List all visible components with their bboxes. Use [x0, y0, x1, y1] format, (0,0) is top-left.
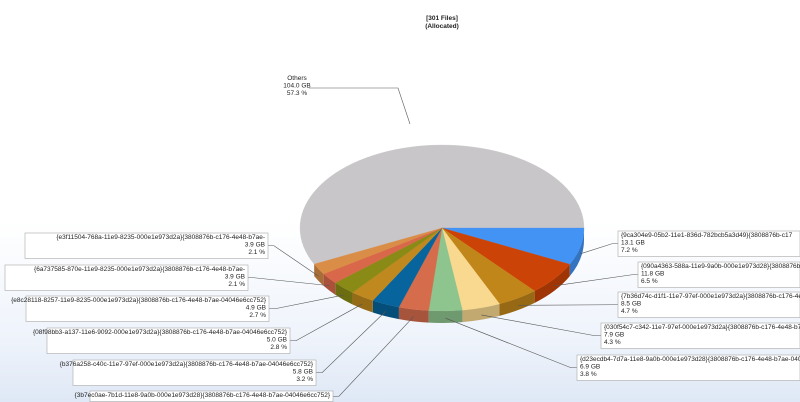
- pie-slice-side-9: [335, 282, 353, 305]
- slice-label-text: 3.9 GB: [225, 274, 245, 281]
- leader-line-3: [517, 304, 618, 306]
- slice-label-text: 4.7 %: [621, 308, 638, 315]
- slice-label-text: 7.2 %: [621, 247, 638, 254]
- slice-label-8: {08f98bb3-a137-11e6-9092-000e1e973d2a}{3…: [33, 327, 291, 354]
- pie-sides: [314, 228, 584, 323]
- slice-label-text: 6.5 %: [641, 278, 658, 285]
- slice-label-box: [24, 232, 269, 259]
- slice-label-text: 5.0 GB: [267, 337, 287, 344]
- slice-label-text: {e3f11504-768a-11e9-8235-000e1e973d2a}{3…: [56, 234, 265, 241]
- slice-label-6: {3b7ec0ae-7b1d-11e8-9a0b-000e1e973d28}{3…: [75, 390, 334, 402]
- pie-slice-side-10: [323, 273, 336, 295]
- slice-label-text: 3.2 %: [296, 376, 313, 383]
- slice-label-box: [72, 359, 317, 386]
- leader-line-8: [290, 303, 363, 342]
- slice-label-text: 2.7 %: [249, 312, 266, 319]
- slice-label-5: {d23ecdb4-7d7a-11e8-9a0b-000e1e973d28}{3…: [576, 354, 800, 381]
- leader-line-9: [269, 294, 344, 310]
- leader-line-6: [333, 316, 414, 397]
- slice-label-text: 3.8 %: [580, 371, 597, 378]
- slice-label-2: {090a4363-588a-11e9-9a0b-000e1e973d28}{3…: [637, 261, 800, 288]
- slice-label-text: 4.3 %: [604, 339, 621, 346]
- leader-line-1: [580, 243, 618, 255]
- leader-line-0: [309, 87, 411, 125]
- slice-label-text: 7.9 GB: [604, 332, 624, 339]
- slice-label-text: 2.1 %: [228, 281, 245, 288]
- slice-label-4: {030f54c7-c342-11e7-97ef-000e1e973d2a}{3…: [600, 322, 800, 349]
- pie-slice-side-8: [352, 292, 373, 313]
- slice-label-text: {090a4363-588a-11e9-9a0b-000e1e973d28}{3…: [641, 263, 800, 270]
- chart-title: [301 Files]: [426, 15, 458, 22]
- slice-label-text: 104.0 GB: [283, 83, 310, 90]
- slice-label-box: [637, 261, 800, 288]
- slice-label-text: 11.8 GB: [641, 271, 664, 278]
- pie-slice-side-4: [462, 303, 500, 323]
- slice-label-box: [576, 354, 800, 381]
- slice-label-text: {3b7ec0ae-7b1d-11e8-9a0b-000e1e973d28}{3…: [75, 392, 331, 399]
- slice-label-box: [4, 264, 249, 291]
- pie-slice-0: [299, 144, 585, 265]
- pie-slice-side-3: [499, 290, 535, 316]
- slice-label-text: 8.5 GB: [621, 301, 641, 308]
- leader-line-7: [316, 311, 386, 374]
- pie-slice-11: [313, 227, 443, 275]
- slice-label-text: 4.9 GB: [246, 305, 266, 312]
- slice-label-text: Others: [287, 75, 307, 82]
- slice-label-3: {7b36d74c-d1f1-11e7-97ef-000e1e973d2a}{3…: [617, 291, 800, 318]
- pie-top: [299, 144, 585, 312]
- leader-lines: [248, 87, 638, 397]
- pie-slice-side-5: [428, 310, 463, 323]
- leader-line-2: [554, 274, 638, 287]
- chart-subtitle: (Allocated): [425, 23, 459, 30]
- slice-label-text: {d23ecdb4-7d7a-11e8-9a0b-000e1e973d28}{3…: [580, 356, 800, 363]
- pie-slice-side-1: [569, 228, 584, 277]
- slice-label-text: {030f54c7-c342-11e7-97ef-000e1e973d2a}{3…: [604, 324, 800, 331]
- slice-label-text: 13.1 GB: [621, 240, 645, 247]
- pie-slice-side-2: [534, 264, 570, 303]
- slice-label-text: {7b36d74c-d1f1-11e7-97ef-000e1e973d2a}{3…: [621, 293, 800, 300]
- slice-label-9: {e8c28118-8257-11e9-8235-000e1e973d2a}{3…: [11, 295, 270, 322]
- slice-label-11: {e3f11504-768a-11e9-8235-000e1e973d2a}{3…: [24, 232, 269, 259]
- slice-label-1: {9ca304e9-05b2-11e1-836d-782bcb5a3d49}{3…: [617, 230, 800, 257]
- slice-label-text: 2.1 %: [248, 249, 265, 256]
- slice-label-text: {08f98bb3-a137-11e6-9092-000e1e973d2a}{3…: [33, 329, 288, 336]
- slice-label-box: [46, 327, 291, 354]
- slice-label-text: {9ca304e9-05b2-11e1-836d-782bcb5a3d49}{3…: [621, 232, 793, 239]
- slice-label-text: 3.9 GB: [245, 242, 265, 249]
- pie-slice-side-6: [398, 307, 429, 323]
- slice-label-10: {6a737585-870e-11e9-8235-000e1e973d2a}{3…: [4, 264, 249, 291]
- leader-line-11: [268, 245, 319, 277]
- leader-line-4: [481, 314, 601, 337]
- slice-label-box: [617, 291, 800, 318]
- slice-label-box: [600, 322, 800, 349]
- slice-label-text: 2.8 %: [270, 344, 287, 351]
- slice-label-text: 5.8 GB: [293, 369, 313, 376]
- slice-label-text: 57.3 %: [287, 90, 307, 97]
- leader-line-5: [445, 317, 577, 369]
- slice-label-text: 6.9 GB: [580, 364, 600, 371]
- slice-label-7: {b376a258-c40c-11e7-97ef-000e1e973d2a}{3…: [60, 359, 317, 386]
- slice-label-text: {6a737585-870e-11e9-8235-000e1e973d2a}{3…: [34, 266, 245, 273]
- slice-label-text: {b376a258-c40c-11e7-97ef-000e1e973d2a}{3…: [60, 361, 314, 368]
- slice-label-text: {e8c28118-8257-11e9-8235-000e1e973d2a}{3…: [11, 297, 267, 304]
- pie-slice-side-7: [372, 300, 399, 320]
- slice-label-box: [25, 295, 270, 322]
- slice-label-box: [617, 230, 800, 257]
- leader-line-10: [248, 277, 330, 286]
- pie-slice-side-11: [314, 264, 324, 286]
